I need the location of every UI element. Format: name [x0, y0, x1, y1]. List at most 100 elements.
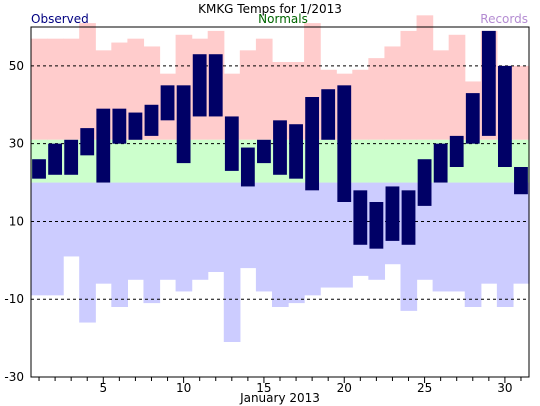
- legend-normals: Normals: [258, 12, 308, 26]
- observed-bar: [337, 85, 352, 202]
- x-tick-label: 5: [99, 381, 107, 395]
- observed-bar: [449, 135, 464, 167]
- observed-bar: [144, 104, 159, 136]
- normal-band-segment: [143, 139, 161, 183]
- observed-bar: [192, 54, 207, 117]
- record-low-band: [464, 182, 482, 307]
- record-low-band: [512, 182, 530, 284]
- observed-bar: [273, 120, 287, 175]
- record-high-band: [368, 58, 386, 140]
- record-low-band: [496, 182, 514, 307]
- normal-band-segment: [159, 139, 177, 183]
- observed-bar: [385, 186, 400, 241]
- x-tick-label: 20: [337, 381, 352, 395]
- observed-bar: [305, 97, 320, 191]
- record-low-band: [47, 182, 64, 296]
- record-low-band: [127, 182, 145, 280]
- observed-bars: [32, 30, 528, 249]
- record-high-band: [239, 50, 257, 140]
- normal-band-segment: [191, 139, 209, 183]
- record-low-band: [31, 182, 48, 296]
- normal-band-segment: [127, 139, 145, 183]
- record-low-band: [480, 182, 498, 284]
- record-high-band: [288, 62, 305, 140]
- normal-band-segment: [384, 139, 402, 183]
- observed-bar: [514, 167, 528, 195]
- y-axis: -30 -10 10 30 50: [4, 59, 24, 384]
- record-low-band: [223, 182, 241, 342]
- observed-bar: [497, 65, 512, 167]
- record-high-band: [416, 15, 434, 140]
- normal-band-segment: [480, 139, 498, 183]
- record-low-band: [63, 182, 80, 257]
- x-tick-label: 10: [176, 381, 191, 395]
- observed-bar: [417, 159, 432, 206]
- x-tick-label: 25: [417, 381, 432, 395]
- y-tick-label: -30: [4, 370, 24, 384]
- record-low-bands: [31, 182, 530, 342]
- observed-bar: [321, 89, 336, 140]
- observed-bar: [481, 30, 496, 136]
- observed-bar: [240, 147, 255, 187]
- normal-band-segment: [368, 139, 386, 183]
- y-tick-label: -10: [4, 292, 24, 306]
- observed-bar: [224, 116, 239, 171]
- record-high-band: [79, 23, 96, 140]
- record-low-band: [448, 182, 466, 292]
- record-high-band: [448, 34, 466, 140]
- normal-band-segment: [320, 139, 337, 183]
- record-high-band: [400, 30, 418, 140]
- record-low-band: [79, 182, 96, 323]
- observed-bar: [128, 112, 143, 140]
- record-high-band: [47, 38, 64, 140]
- record-low-band: [336, 182, 353, 288]
- record-high-band: [255, 38, 273, 140]
- record-low-band: [111, 182, 128, 307]
- record-low-band: [432, 182, 450, 292]
- record-low-band: [175, 182, 193, 292]
- normal-band-segment: [464, 139, 482, 183]
- record-high-band: [512, 65, 530, 140]
- normal-band-segment: [207, 139, 225, 183]
- observed-bar: [401, 190, 416, 245]
- record-high-band: [63, 38, 80, 140]
- legend-records: Records: [480, 12, 528, 26]
- x-tick-label: 30: [497, 381, 512, 395]
- observed-bar: [80, 128, 95, 156]
- x-axis-label: January 2013: [239, 391, 320, 405]
- record-low-band: [191, 182, 209, 280]
- observed-bar: [64, 139, 79, 175]
- record-low-band: [320, 182, 337, 288]
- observed-bar: [48, 143, 63, 175]
- record-low-band: [304, 182, 321, 296]
- observed-bar: [257, 139, 271, 164]
- y-tick-label: 50: [9, 59, 24, 73]
- observed-bar: [433, 143, 448, 183]
- legend-observed: Observed: [31, 12, 89, 26]
- record-low-band: [95, 182, 112, 284]
- normal-band-segment: [111, 139, 128, 183]
- record-high-band: [432, 50, 450, 140]
- observed-bar: [112, 108, 127, 144]
- observed-bar: [353, 190, 368, 245]
- record-low-band: [416, 182, 434, 280]
- x-axis: 5 10 15 20 25 30: [38, 377, 522, 395]
- record-high-band: [384, 46, 402, 140]
- record-low-band: [239, 182, 257, 269]
- y-tick-label: 30: [9, 137, 24, 151]
- observed-bar: [176, 85, 191, 164]
- record-low-band: [255, 182, 273, 292]
- record-low-band: [207, 182, 225, 272]
- normal-band-segment: [400, 139, 418, 183]
- record-low-band: [271, 182, 289, 307]
- x-tick-label: 15: [256, 381, 271, 395]
- observed-bar: [289, 124, 303, 179]
- normal-band-segment: [352, 139, 369, 183]
- record-high-band: [352, 69, 369, 140]
- y-tick-label: 10: [9, 214, 24, 228]
- record-low-band: [288, 182, 305, 304]
- record-low-band: [159, 182, 177, 280]
- observed-bar: [32, 159, 46, 179]
- observed-bar: [369, 202, 384, 249]
